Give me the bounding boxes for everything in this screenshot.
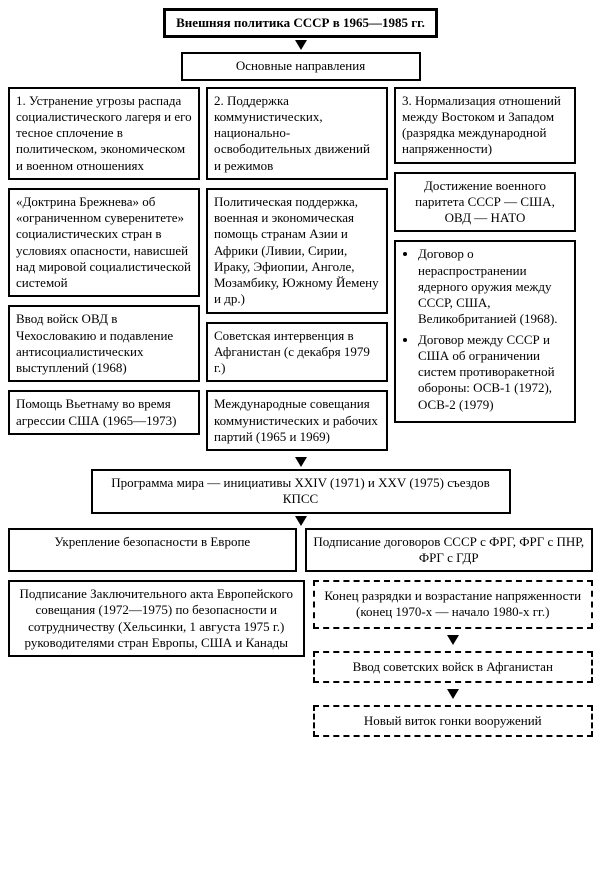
c1-b1-text: «Доктрина Брежнева» об «ограниченном сув… (16, 194, 191, 290)
arrow-afghan-to-arms (447, 689, 459, 699)
detente-end-text: Конец разрядки и возрастание напряженнос… (324, 588, 581, 619)
c2-b1: Политическая поддержка, военная и эконом… (206, 188, 388, 314)
afghan-box: Ввод советских войск в Афганистан (313, 651, 594, 683)
three-columns: 1. Устранение угрозы распада социалистич… (8, 87, 593, 452)
c2-head: 2. Поддержка коммунистических, националь… (206, 87, 388, 180)
directions-label: Основные направления (236, 58, 365, 73)
arms-race-text: Новый виток гонки вооружений (364, 713, 542, 728)
c2-b3-text: Международные совещания коммунистических… (214, 396, 378, 444)
europe-security-text: Укрепление безопасности в Европе (54, 534, 250, 549)
c1-head: 1. Устранение угрозы распада социалистич… (8, 87, 200, 180)
c1-b2-text: Ввод войск ОВД в Чехословакию и подавлен… (16, 311, 173, 375)
arrow-peace-to-europe (295, 516, 307, 526)
helsinki-text: Подписание Заключительного акта Европейс… (19, 586, 293, 650)
column-1: 1. Устранение угрозы распада социалистич… (8, 87, 200, 435)
c1-b2: Ввод войск ОВД в Чехословакию и подавлен… (8, 305, 200, 382)
c1-b1: «Доктрина Брежнева» об «ограниченном сув… (8, 188, 200, 298)
bottom-row: Подписание Заключительного акта Европейс… (8, 580, 593, 737)
c3-b2-item-0: Договор о нераспространении ядерного ору… (418, 246, 568, 327)
c3-b2: Договор о нераспространении ядерного ору… (394, 240, 576, 423)
peace-program-box: Программа мира — инициативы XXIV (1971) … (91, 469, 511, 514)
arrow-detente-to-afghan (447, 635, 459, 645)
c3-b2-item-1: Договор между СССР и США об ограничении … (418, 332, 568, 413)
directions-box: Основные направления (181, 52, 421, 80)
c1-b3-text: Помощь Вьетнаму во время агрессии США (1… (16, 396, 176, 427)
spacer2 (8, 572, 593, 580)
europe-security-box: Укрепление безопасности в Европе (8, 528, 297, 573)
detente-end-box: Конец разрядки и возрастание напряженнос… (313, 580, 594, 629)
afghan-text: Ввод советских войск в Афганистан (353, 659, 553, 674)
c1-head-text: 1. Устранение угрозы распада социалистич… (16, 93, 192, 173)
treaties-frg-text: Подписание договоров СССР с ФРГ, ФРГ с П… (313, 534, 584, 565)
treaties-frg-box: Подписание договоров СССР с ФРГ, ФРГ с П… (305, 528, 594, 573)
title-text: Внешняя политика СССР в 1965—1985 гг. (176, 15, 425, 30)
detente-end-chain: Конец разрядки и возрастание напряженнос… (313, 580, 594, 737)
directions-row: Основные направления (8, 52, 593, 80)
title-row: Внешняя политика СССР в 1965—1985 гг. (8, 8, 593, 38)
arrow-cols-to-peace (295, 457, 307, 467)
title-box: Внешняя политика СССР в 1965—1985 гг. (163, 8, 438, 38)
c3-b2-list: Договор о нераспространении ядерного ору… (402, 246, 568, 413)
c2-b2: Советская интервенция в Афганистан (с де… (206, 322, 388, 383)
column-3: 3. Нормализация отношений между Востоком… (394, 87, 576, 423)
c3-b1-text: Достижение военного паритета СССР — США,… (415, 178, 555, 226)
arrow-title-to-directions (295, 40, 307, 50)
column-2: 2. Поддержка коммунистических, националь… (206, 87, 388, 452)
peace-row: Программа мира — инициативы XXIV (1971) … (8, 469, 593, 514)
c3-head-text: 3. Нормализация отношений между Востоком… (402, 93, 561, 157)
peace-program-text: Программа мира — инициативы XXIV (1971) … (111, 475, 490, 506)
helsinki-box: Подписание Заключительного акта Европейс… (8, 580, 305, 657)
c2-head-text: 2. Поддержка коммунистических, националь… (214, 93, 370, 173)
c3-b1: Достижение военного паритета СССР — США,… (394, 172, 576, 233)
c2-b2-text: Советская интервенция в Афганистан (с де… (214, 328, 370, 376)
arms-race-box: Новый виток гонки вооружений (313, 705, 594, 737)
c2-b1-text: Политическая поддержка, военная и эконом… (214, 194, 379, 307)
c1-b3: Помощь Вьетнаму во время агрессии США (1… (8, 390, 200, 435)
europe-row: Укрепление безопасности в Европе Подписа… (8, 528, 593, 573)
c2-b3: Международные совещания коммунистических… (206, 390, 388, 451)
c3-head: 3. Нормализация отношений между Востоком… (394, 87, 576, 164)
